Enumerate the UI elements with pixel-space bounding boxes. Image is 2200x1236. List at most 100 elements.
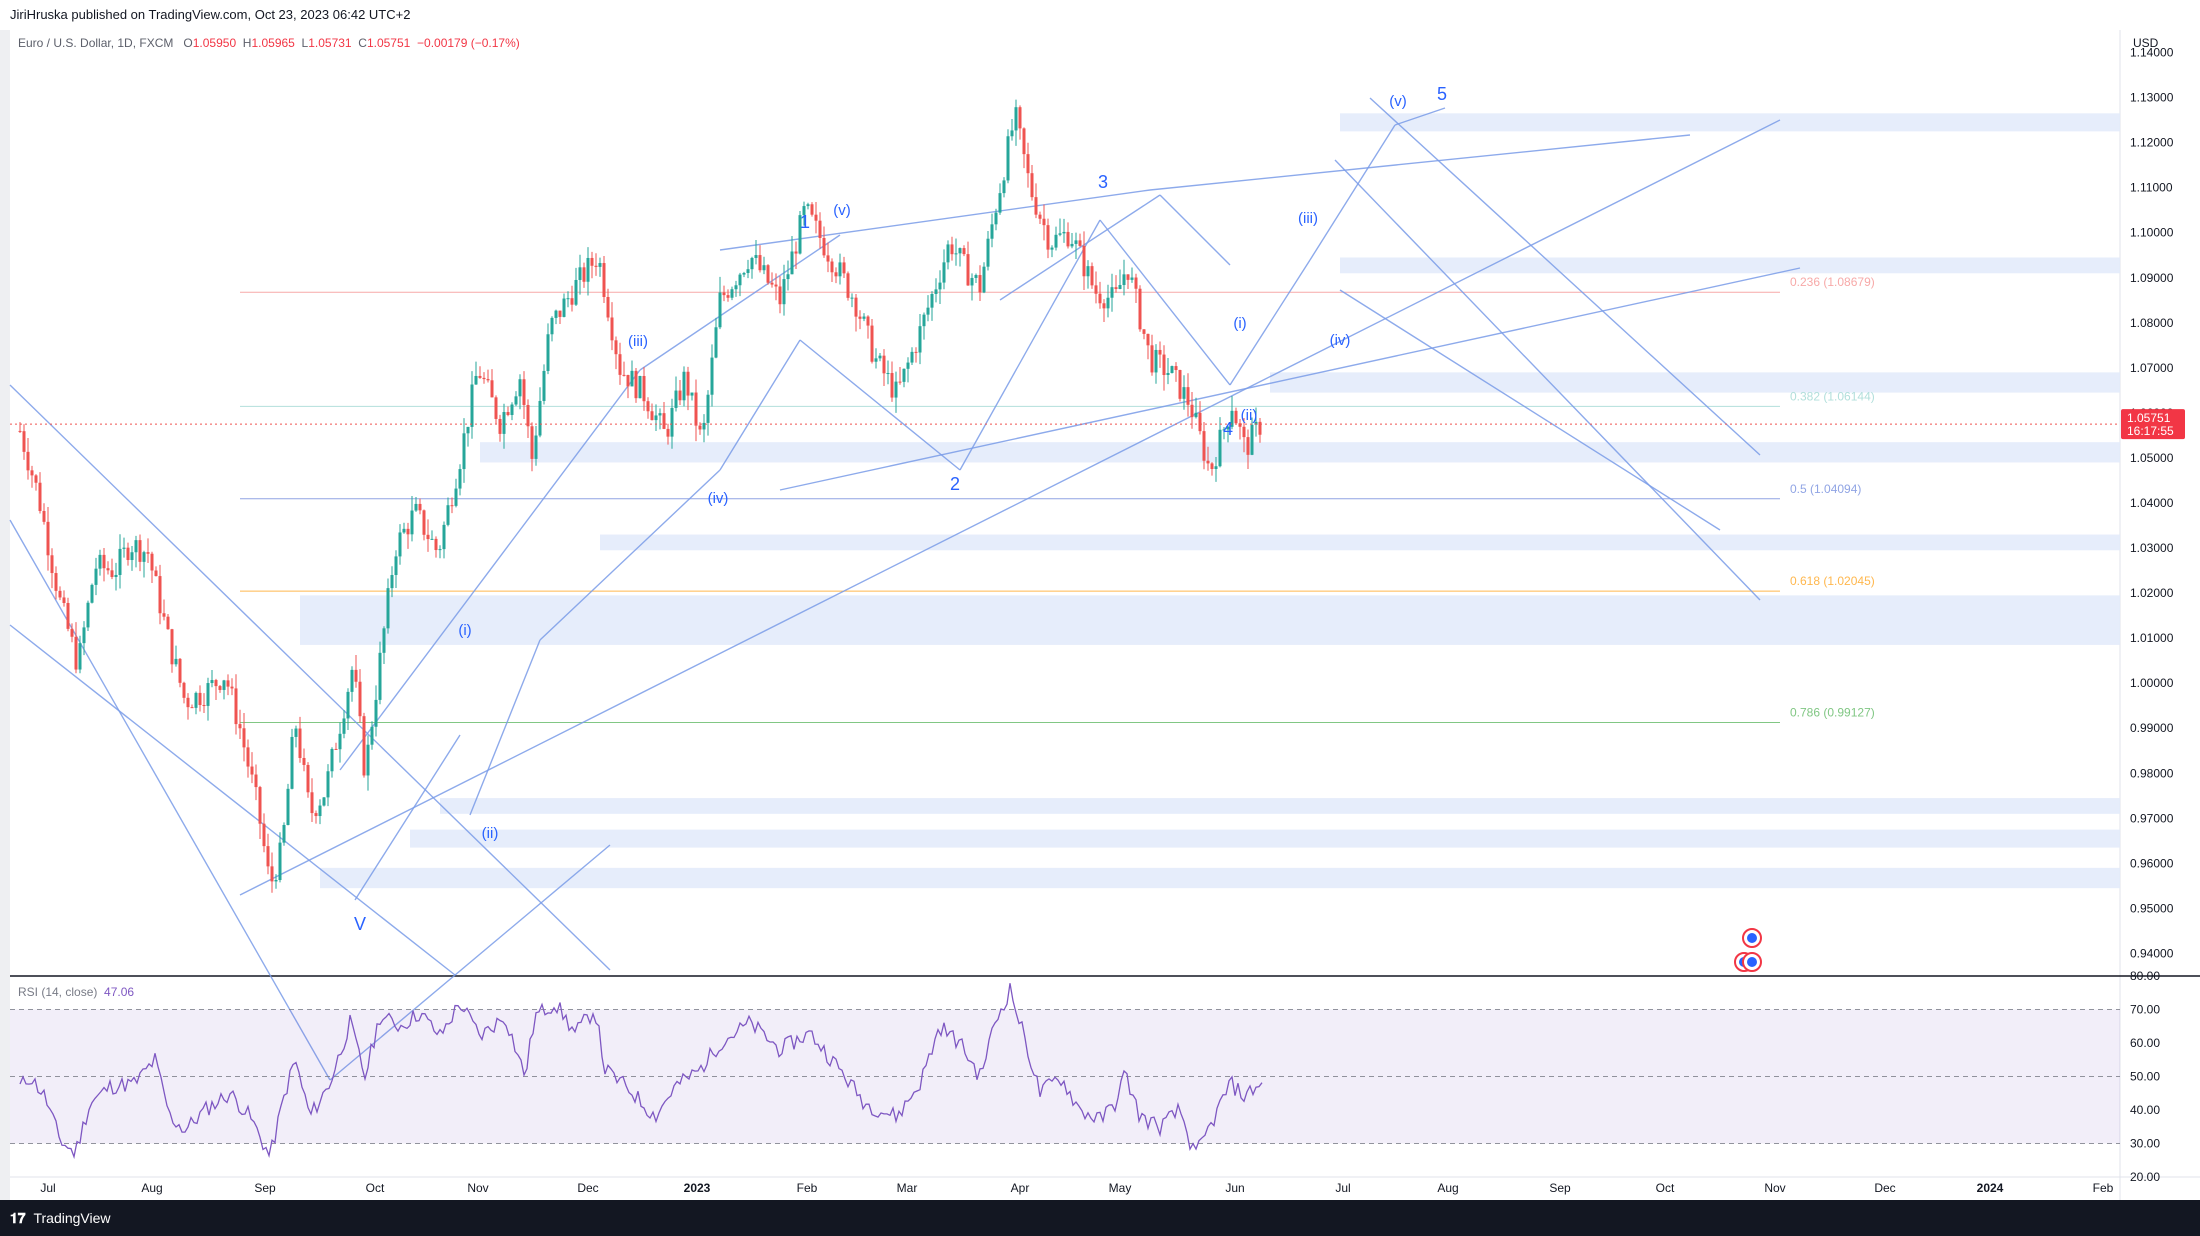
candle-body[interactable] — [890, 373, 894, 398]
candle-body[interactable] — [1126, 274, 1130, 280]
trendline[interactable] — [354, 734, 461, 901]
candle-body[interactable] — [442, 524, 446, 550]
trendline[interactable] — [639, 234, 841, 371]
candle-body[interactable] — [246, 747, 250, 767]
support-resistance-zone[interactable] — [300, 595, 2120, 645]
support-resistance-zone[interactable] — [1340, 113, 2120, 132]
candle-body[interactable] — [178, 658, 182, 683]
candle-body[interactable] — [578, 267, 582, 280]
candle-body[interactable] — [822, 237, 826, 256]
candle-body[interactable] — [1002, 180, 1006, 194]
candle-body[interactable] — [594, 265, 598, 267]
candle-body[interactable] — [270, 866, 274, 882]
candle-body[interactable] — [170, 629, 174, 665]
candle-body[interactable] — [818, 220, 822, 238]
candle-body[interactable] — [830, 261, 834, 273]
candle-body[interactable] — [478, 375, 482, 378]
candle-body[interactable] — [210, 680, 214, 684]
trendline[interactable] — [1339, 289, 1721, 531]
candle-body[interactable] — [770, 282, 774, 285]
candle-body[interactable] — [918, 326, 922, 353]
trendline[interactable] — [9, 384, 611, 971]
candle-body[interactable] — [1134, 277, 1138, 289]
candle-body[interactable] — [618, 354, 622, 375]
candle-body[interactable] — [450, 505, 454, 507]
candle-body[interactable] — [794, 251, 798, 254]
candle-body[interactable] — [1010, 130, 1014, 137]
candle-body[interactable] — [138, 540, 142, 562]
candle-body[interactable] — [430, 538, 434, 540]
candle-body[interactable] — [470, 384, 474, 427]
candle-body[interactable] — [662, 413, 666, 429]
candle-body[interactable] — [458, 469, 462, 489]
candle-body[interactable] — [970, 277, 974, 286]
candle-body[interactable] — [698, 425, 702, 430]
candle-body[interactable] — [306, 764, 310, 793]
candle-body[interactable] — [534, 435, 538, 459]
currency-label[interactable]: USD — [2133, 36, 2159, 50]
candle-body[interactable] — [802, 206, 806, 216]
candle-body[interactable] — [1046, 225, 1050, 250]
candle-body[interactable] — [1086, 266, 1090, 277]
support-resistance-zone[interactable] — [600, 534, 2120, 551]
candle-body[interactable] — [490, 380, 494, 398]
candle-body[interactable] — [1238, 423, 1242, 427]
candle-body[interactable] — [322, 797, 326, 806]
candle-body[interactable] — [1118, 285, 1122, 289]
candle-body[interactable] — [1030, 173, 1034, 198]
candle-body[interactable] — [682, 371, 686, 401]
candle-body[interactable] — [650, 411, 654, 421]
candle-body[interactable] — [1018, 107, 1022, 129]
candle-body[interactable] — [198, 692, 202, 706]
tradingview-logo-icon[interactable]: 𝟏𝟕 — [10, 1210, 26, 1226]
candle-body[interactable] — [1034, 197, 1038, 215]
candle-body[interactable] — [798, 215, 802, 254]
candle-body[interactable] — [154, 570, 158, 577]
candle-body[interactable] — [858, 316, 862, 319]
support-resistance-zone[interactable] — [1340, 257, 2120, 274]
candle-body[interactable] — [494, 397, 498, 419]
candle-body[interactable] — [218, 686, 222, 690]
candle-body[interactable] — [718, 292, 722, 328]
candle-body[interactable] — [962, 248, 966, 255]
candle-body[interactable] — [978, 275, 982, 293]
candle-body[interactable] — [706, 394, 710, 423]
candle-body[interactable] — [1194, 412, 1198, 418]
candle-body[interactable] — [226, 680, 230, 687]
candle-body[interactable] — [1102, 303, 1106, 309]
candle-body[interactable] — [882, 355, 886, 374]
candle-body[interactable] — [678, 390, 682, 401]
candle-body[interactable] — [418, 503, 422, 511]
trendline[interactable] — [1229, 259, 1311, 386]
candle-body[interactable] — [66, 602, 70, 629]
candle-body[interactable] — [426, 534, 430, 540]
trendline[interactable] — [1334, 159, 1761, 601]
candle-body[interactable] — [370, 726, 374, 745]
candle-body[interactable] — [282, 824, 286, 843]
candle-body[interactable] — [846, 273, 850, 298]
candle-body[interactable] — [38, 482, 42, 511]
candle-body[interactable] — [258, 787, 262, 824]
candle-body[interactable] — [1114, 287, 1118, 289]
candle-body[interactable] — [562, 298, 566, 317]
candle-body[interactable] — [622, 374, 626, 376]
candle-body[interactable] — [982, 266, 986, 293]
candle-body[interactable] — [1078, 240, 1082, 246]
candle-body[interactable] — [382, 628, 386, 653]
trendline[interactable] — [1369, 97, 1761, 456]
candle-body[interactable] — [86, 602, 90, 628]
candle-body[interactable] — [1006, 136, 1010, 181]
candle-body[interactable] — [122, 547, 126, 549]
candle-body[interactable] — [838, 262, 842, 277]
candle-body[interactable] — [1234, 410, 1238, 424]
trendline[interactable] — [1309, 124, 1396, 261]
candle-body[interactable] — [1218, 429, 1222, 467]
candle-body[interactable] — [790, 251, 794, 275]
candle-body[interactable] — [1178, 370, 1182, 399]
candle-body[interactable] — [786, 274, 790, 280]
candle-body[interactable] — [1022, 128, 1026, 155]
candle-body[interactable] — [194, 692, 198, 708]
candle-body[interactable] — [286, 788, 290, 825]
candle-body[interactable] — [278, 842, 282, 881]
candle-body[interactable] — [566, 298, 570, 300]
